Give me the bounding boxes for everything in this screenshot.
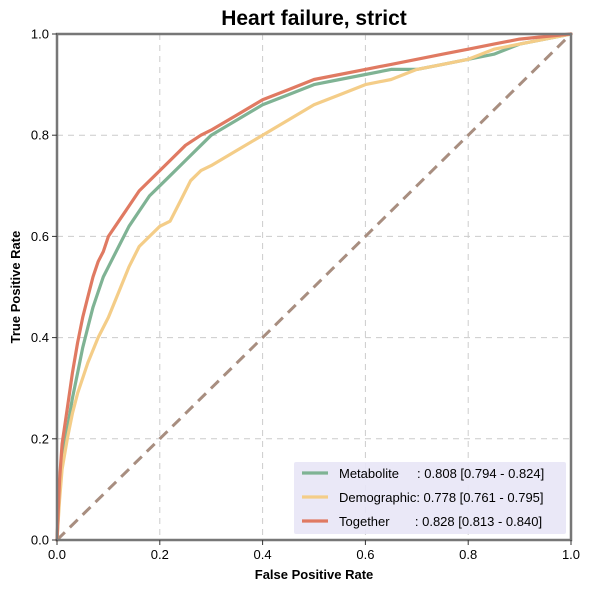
x-tick-label-2: 0.4 <box>254 547 272 562</box>
y-tick-label-4: 0.8 <box>31 128 49 143</box>
chance-reference-line <box>55 32 573 542</box>
x-tick-label-0: 0.0 <box>48 547 66 562</box>
legend-label-demographic: Demographic: 0.778 [0.761 - 0.795] <box>339 490 544 505</box>
y-tick-label-1: 0.2 <box>31 431 49 446</box>
y-axis-title: True Positive Rate <box>8 231 23 344</box>
x-tick-label-3: 0.6 <box>356 547 374 562</box>
y-tick-label-0: 0.0 <box>31 533 49 548</box>
y-axis-ticks: 0.0 0.2 0.4 0.6 0.8 1.0 <box>31 27 57 548</box>
grid-lines <box>57 34 571 540</box>
x-tick-label-5: 1.0 <box>562 547 580 562</box>
legend: Metabolite : 0.808 [0.794 - 0.824] Demogr… <box>294 462 566 534</box>
plot-frame <box>55 32 573 542</box>
x-axis-ticks: 0.0 0.2 0.4 0.6 0.8 1.0 <box>48 540 580 562</box>
x-tick-label-1: 0.2 <box>151 547 169 562</box>
series-layer <box>55 32 573 542</box>
series-line-together <box>55 32 573 542</box>
legend-label-together: Together : 0.828 [0.813 - 0.840] <box>339 514 542 529</box>
y-tick-label-3: 0.6 <box>31 229 49 244</box>
y-tick-label-2: 0.4 <box>31 330 49 345</box>
chart-title: Heart failure, strict <box>221 7 407 30</box>
reference-line-layer <box>55 32 573 542</box>
x-tick-label-4: 0.8 <box>459 547 477 562</box>
legend-label-metabolite: Metabolite : 0.808 [0.794 - 0.824] <box>339 466 544 481</box>
x-axis-title: False Positive Rate <box>255 567 374 582</box>
y-tick-label-5: 1.0 <box>31 27 49 42</box>
legend-background <box>294 462 566 534</box>
series-line-demographic <box>55 32 573 542</box>
